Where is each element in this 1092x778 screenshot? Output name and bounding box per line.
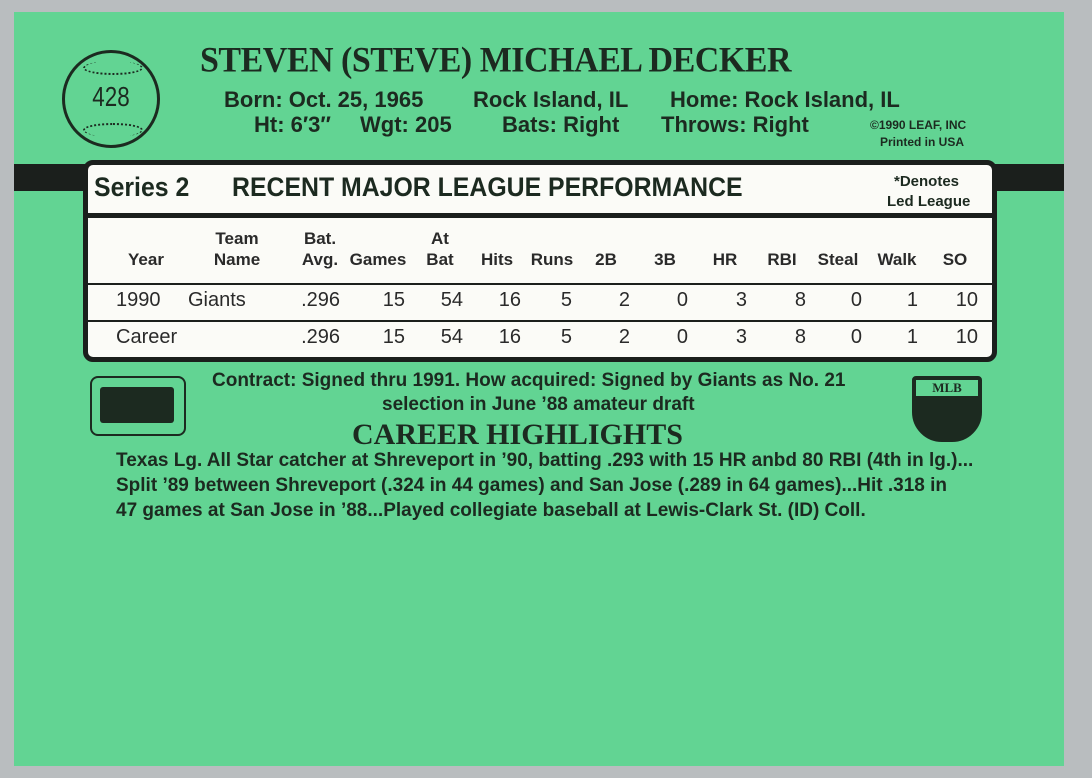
column-header: HR: [712, 250, 738, 269]
column-header: Walk: [877, 250, 917, 269]
highlight-line: Texas Lg. All Star catcher at Shreveport…: [116, 450, 974, 471]
table-cell: 2: [618, 289, 630, 311]
copyright: ©1990 LEAF, INC: [870, 118, 967, 132]
table-cell: 8: [794, 326, 806, 348]
bats: Bats: Right: [502, 112, 620, 137]
table-cell: 5: [560, 326, 572, 348]
born: Born: Oct. 25, 1965: [224, 87, 424, 112]
birthplace: Rock Island, IL: [473, 87, 629, 112]
table-cell: 16: [498, 289, 521, 311]
table-cell: 54: [440, 326, 463, 348]
baseball-icon: 428: [62, 50, 160, 148]
highlight-line: Split ’89 between Shreveport (.324 in 44…: [116, 475, 948, 496]
table-cell: .296: [301, 289, 340, 311]
table-cell: 2: [618, 326, 630, 348]
printed-in: Printed in USA: [880, 135, 965, 149]
column-header: SO: [942, 250, 968, 269]
table-cell: 16: [498, 326, 521, 348]
table-cell: 8: [794, 289, 806, 311]
table-cell: Giants: [188, 289, 246, 311]
card-back: [14, 12, 1064, 766]
table-cell: 0: [850, 326, 862, 348]
column-header: RBI: [767, 250, 797, 269]
table-cell: 1: [906, 289, 918, 311]
column-header: 3B: [654, 250, 676, 269]
column-header: Year: [128, 250, 164, 269]
column-header: Games: [349, 250, 407, 269]
divider: [88, 320, 992, 322]
table-cell: 5: [560, 289, 572, 311]
column-header: Steal: [817, 250, 859, 269]
player-name: STEVEN (STEVE) MICHAEL DECKER: [200, 41, 792, 80]
table-cell: 1990: [116, 289, 161, 311]
table-cell: 0: [850, 289, 862, 311]
column-header: At Bat: [426, 229, 454, 269]
table-cell: 0: [676, 326, 688, 348]
weight: Wgt: 205: [360, 112, 452, 137]
note-denotes: *Denotes: [894, 173, 960, 190]
table-cell: .296: [301, 326, 340, 348]
home: Home: Rock Island, IL: [670, 87, 900, 112]
height: Ht: 6′3″: [254, 112, 331, 137]
table-cell: 3: [735, 289, 747, 311]
series-label: Series 2: [94, 172, 190, 202]
divider: [88, 283, 992, 285]
contract-line-2: selection in June ’88 amateur draft: [382, 394, 695, 415]
career-highlights-title: CAREER HIGHLIGHTS: [352, 418, 683, 451]
stats-title: RECENT MAJOR LEAGUE PERFORMANCE: [232, 172, 743, 202]
table-cell: 10: [955, 326, 978, 348]
table-cell: Career: [116, 326, 178, 348]
column-header: 2B: [595, 250, 617, 269]
card-number: 428: [92, 81, 130, 112]
column-header: Bat. Avg.: [301, 229, 339, 269]
highlight-line: 47 games at San Jose in ’88...Played col…: [116, 500, 866, 521]
throws: Throws: Right: [661, 112, 809, 137]
mlb-logo: MLB: [912, 376, 982, 442]
note-led-league: Led League: [887, 193, 971, 210]
table-cell: 3: [735, 326, 747, 348]
table-cell: 54: [440, 289, 463, 311]
stats-panel: [83, 160, 997, 362]
table-cell: 0: [676, 289, 688, 311]
table-cell: 15: [382, 326, 405, 348]
table-cell: 1: [906, 326, 918, 348]
column-header: Team Name: [213, 229, 261, 269]
official-licensee-logo: [90, 376, 186, 436]
column-header: Runs: [530, 250, 574, 269]
table-cell: 10: [955, 289, 978, 311]
table-cell: 15: [382, 289, 405, 311]
divider: [88, 213, 992, 218]
column-header: Hits: [480, 250, 514, 269]
contract-line-1: Contract: Signed thru 1991. How acquired…: [212, 370, 846, 391]
